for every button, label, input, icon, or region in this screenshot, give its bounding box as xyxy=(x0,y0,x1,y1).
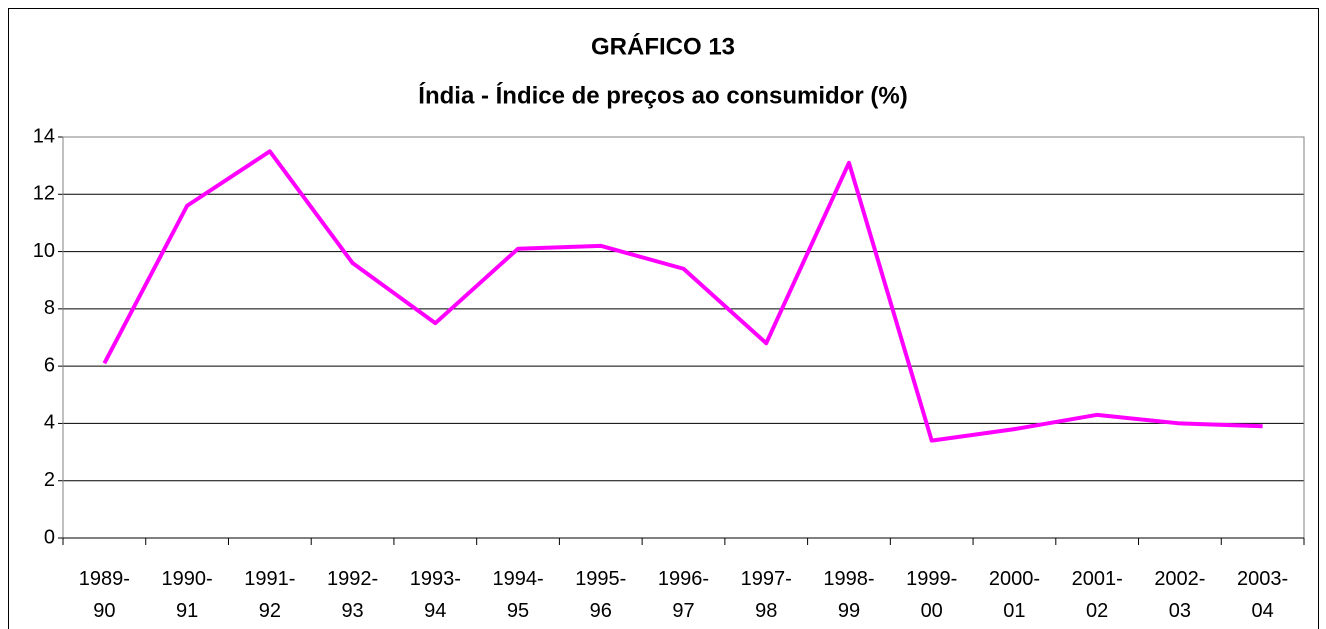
chart-title: GRÁFICO 13 xyxy=(591,32,735,60)
y-tick-label: 10 xyxy=(33,240,55,262)
x-tick-label: 1996-97 xyxy=(658,568,709,622)
chart-frame xyxy=(8,8,1319,629)
x-tick-label: 1992-93 xyxy=(327,568,378,622)
y-tick-label: 4 xyxy=(44,412,55,434)
x-tick-label: 2001-02 xyxy=(1072,568,1123,622)
x-tick-label: 2003-04 xyxy=(1237,568,1288,622)
x-tick-label: 1991-92 xyxy=(244,568,295,622)
y-tick-label: 12 xyxy=(33,183,55,205)
x-tick-label: 1990-91 xyxy=(162,568,213,622)
x-tick-label: 2002-03 xyxy=(1154,568,1205,622)
x-tick-label: 1994-95 xyxy=(492,568,543,622)
x-tick-label: 1989-90 xyxy=(79,568,130,622)
y-tick-label: 6 xyxy=(44,354,55,376)
x-tick-label: 1993-94 xyxy=(410,568,461,622)
chart-subtitle: Índia - Índice de preços ao consumidor (… xyxy=(418,81,907,109)
x-tick-label: 1999-00 xyxy=(906,568,957,622)
line xyxy=(102,149,1263,443)
y-tick-label: 2 xyxy=(44,469,55,491)
y-tick-label: 0 xyxy=(44,526,55,548)
x-tick-label: 1998-99 xyxy=(823,568,874,622)
x-tick-label: 1995-96 xyxy=(575,568,626,622)
plot-area xyxy=(62,136,1305,539)
y-tick-label: 14 xyxy=(33,125,55,147)
x-tick-label: 1997-98 xyxy=(741,568,792,622)
x-tick-label: 2000-01 xyxy=(989,568,1040,622)
y-tick-label: 8 xyxy=(44,297,55,319)
